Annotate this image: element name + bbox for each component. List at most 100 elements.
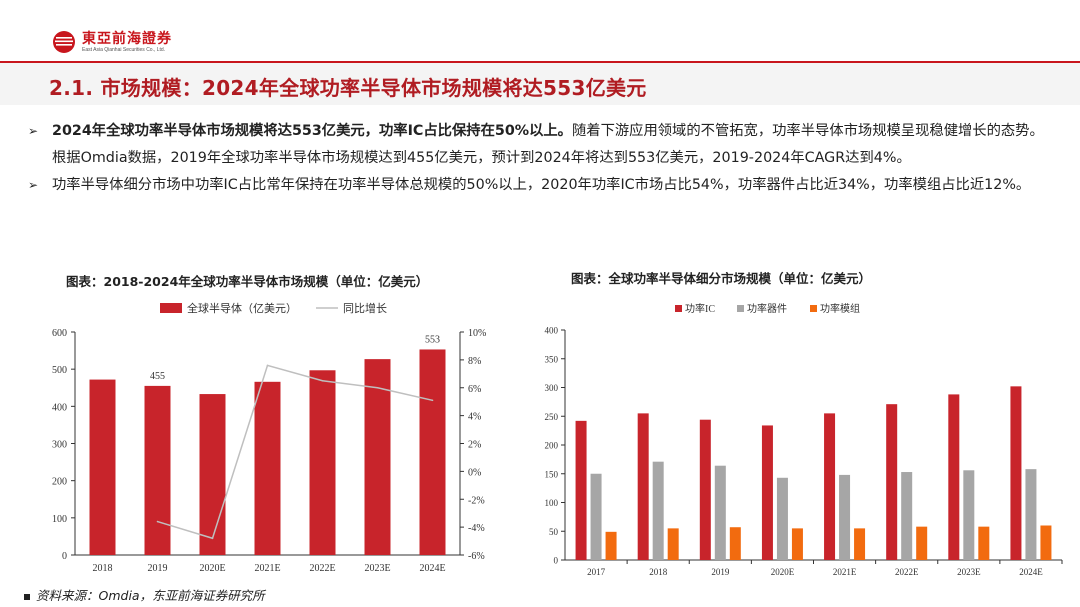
legend-swatch-series — [675, 305, 682, 312]
bar-market-size — [89, 379, 116, 555]
y-tick-label: 600 — [52, 328, 67, 339]
bullet-item: ➢ 功率半导体细分市场中功率IC占比常年保持在功率半导体总规模的50%以上，20… — [28, 172, 1048, 199]
company-logo: 東亞前海證券 East Asia Qianhai Securities Co.,… — [52, 30, 172, 54]
bar-segment — [948, 394, 960, 560]
segment-market-chart: 功率IC 功率器件 功率模组 0 50 100 150 200 250 300 350 400 2017… — [545, 302, 1063, 577]
y2-tick-label: 4% — [468, 412, 481, 423]
y-tick-label: 500 — [52, 365, 67, 376]
y-tick-label: 250 — [545, 412, 559, 422]
bar-segment — [776, 477, 788, 560]
y2-tick-label: 0% — [468, 467, 481, 478]
y2-tick-label: 10% — [468, 328, 486, 339]
x-tick-label: 2023E — [364, 563, 390, 574]
y-tick-label: 400 — [52, 402, 67, 413]
bar-market-size — [144, 385, 171, 555]
bullet-text: 功率半导体细分市场中功率IC占比常年保持在功率半导体总规模的50%以上，2020… — [52, 177, 1031, 193]
logo-name-en: East Asia Qianhai Securities Co., Ltd. — [82, 46, 166, 53]
y-tick-label: 200 — [545, 441, 559, 451]
bar-segment — [699, 419, 711, 560]
legend-label-series: 功率IC — [685, 302, 715, 315]
y-tick-label: 50 — [549, 527, 559, 537]
x-tick-label: 2017 — [587, 567, 606, 577]
arrow-bullet-icon: ➢ — [28, 124, 39, 138]
y2-tick-label: -6% — [468, 551, 485, 562]
growth-point — [156, 520, 159, 523]
bar-data-label: 553 — [425, 334, 440, 345]
y2-tick-label: 8% — [468, 356, 481, 367]
section-title: 2.1. 市场规模：2024年全球功率半导体市场规模将达553亿美元 — [49, 76, 647, 100]
x-tick-label: 2024E — [1019, 567, 1043, 577]
bar-segment — [1025, 469, 1037, 560]
bar-segment — [605, 531, 617, 560]
logo-icon — [53, 31, 75, 53]
x-tick-label: 2020E — [199, 563, 225, 574]
growth-point — [376, 386, 379, 389]
bar-segment — [886, 404, 898, 560]
title-band — [0, 63, 1080, 105]
bar-data-label: 455 — [150, 371, 165, 382]
left-chart-title: 图表：2018-2024年全球功率半导体市场规模（单位：亿美元） — [66, 274, 429, 289]
growth-point — [266, 364, 269, 367]
header-divider — [0, 61, 1080, 63]
x-tick-label: 2021E — [254, 563, 280, 574]
bar-segment — [901, 472, 913, 560]
legend-label-growth: 同比增长 — [343, 301, 387, 315]
bar-market-size — [254, 381, 281, 555]
logo-name-cn: 東亞前海證券 — [82, 30, 172, 47]
bar-segment — [824, 413, 836, 560]
right-chart-title: 图表：全球功率半导体细分市场规模（单位：亿美元） — [571, 271, 872, 286]
bullet-item: ➢ 2024年全球功率半导体市场规模将达553亿美元，功率IC占比保持在50%以… — [28, 118, 1048, 172]
growth-point — [211, 537, 214, 540]
legend-swatch-market-size — [160, 303, 182, 313]
legend-swatch-series — [737, 305, 744, 312]
source-text: 资料来源：Omdia，东亚前海证券研究所 — [36, 588, 265, 603]
legend-label-series: 功率模组 — [820, 302, 860, 315]
x-tick-label: 2019 — [711, 567, 730, 577]
y-tick-label: 0 — [62, 551, 67, 562]
bar-segment — [963, 470, 975, 560]
bar-segment — [1010, 386, 1022, 560]
y-tick-label: 200 — [52, 477, 67, 488]
bar-segment — [667, 528, 679, 560]
y-tick-label: 350 — [545, 354, 559, 364]
bar-segment — [637, 413, 649, 560]
bar-segment — [714, 465, 726, 560]
x-tick-label: 2024E — [419, 563, 445, 574]
legend-label-series: 功率器件 — [747, 302, 787, 315]
legend-label-market-size: 全球半导体（亿美元） — [187, 301, 297, 315]
y-tick-label: 300 — [545, 383, 559, 393]
y-tick-label: 300 — [52, 440, 67, 451]
x-tick-label: 2019 — [148, 563, 168, 574]
bar-segment — [1040, 525, 1052, 560]
bullet-bold-text: 2024年全球功率半导体市场规模将达553亿美元，功率IC占比保持在50%以上。 — [52, 123, 572, 139]
x-tick-label: 2018 — [93, 563, 113, 574]
bar-segment — [839, 474, 851, 560]
y2-tick-label: -4% — [468, 523, 485, 534]
bar-segment — [854, 528, 866, 560]
x-tick-label: 2022E — [309, 563, 335, 574]
x-tick-label: 2022E — [895, 567, 919, 577]
x-tick-label: 2021E — [833, 567, 857, 577]
market-size-chart: 全球半导体（亿美元） 同比增长 0 100 200 300 400 500 600 -6% -4% -… — [52, 301, 486, 574]
bar-segment — [729, 527, 741, 560]
x-tick-label: 2020E — [771, 567, 795, 577]
y-tick-label: 0 — [554, 556, 559, 566]
source-note: 资料来源：Omdia，东亚前海证券研究所 — [24, 585, 265, 604]
bar-segment — [590, 473, 602, 560]
y-tick-label: 100 — [52, 514, 67, 525]
y2-tick-label: 2% — [468, 440, 481, 451]
bullet-list: ➢ 2024年全球功率半导体市场规模将达553亿美元，功率IC占比保持在50%以… — [28, 118, 1048, 199]
bar-segment — [978, 526, 990, 560]
y-tick-label: 400 — [545, 326, 559, 336]
arrow-bullet-icon: ➢ — [28, 178, 39, 192]
legend-swatch-series — [810, 305, 817, 312]
y2-tick-label: -2% — [468, 495, 485, 506]
growth-point — [321, 379, 324, 382]
bar-segment — [652, 461, 664, 560]
growth-point — [431, 399, 434, 402]
y-tick-label: 150 — [545, 469, 559, 479]
y-tick-label: 100 — [545, 498, 559, 508]
bullet-text: 随着下游应用领域的不管拓宽，功率半导体市场规模呈现稳健增长的态势。根据Omdia… — [52, 123, 1044, 166]
x-tick-label: 2023E — [957, 567, 981, 577]
square-bullet-icon — [24, 593, 30, 600]
